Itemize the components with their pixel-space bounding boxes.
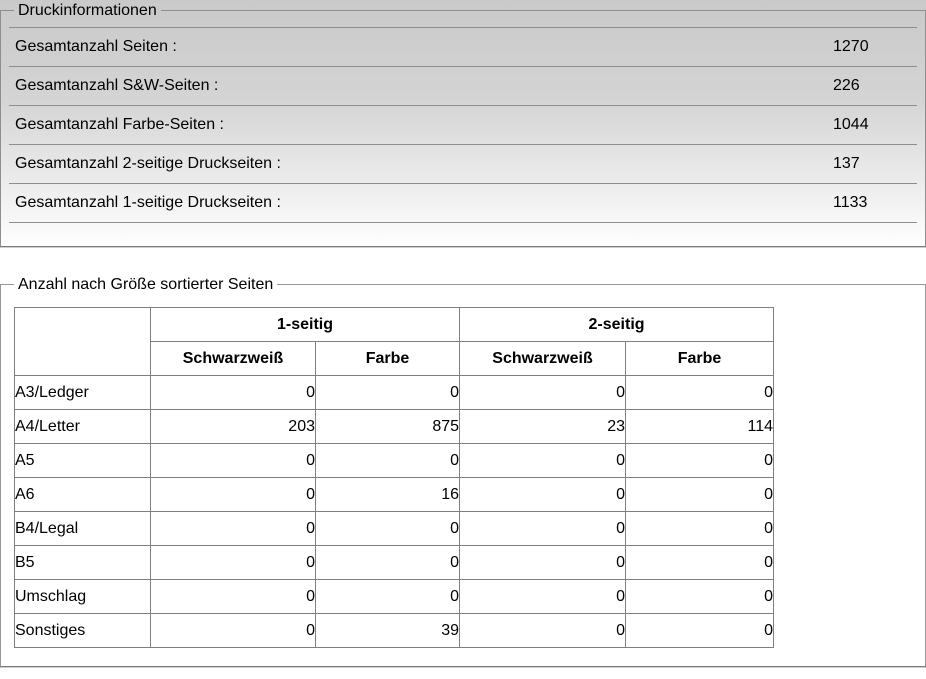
count-cell: 0 [314, 579, 461, 614]
size-count-fieldset: Anzahl nach Größe sortierter Seiten 1-se… [0, 274, 926, 668]
size-label: Sonstiges [14, 613, 151, 648]
count-cell: 0 [625, 375, 775, 410]
size-label: B5 [14, 545, 151, 580]
count-cell: 0 [459, 613, 627, 648]
size-label: A3/Ledger [14, 375, 151, 410]
subheader-2s-bw: Schwarzweiß [459, 341, 627, 376]
table-row-a6: A6 0 16 0 0 [14, 477, 775, 512]
table-row-b5: B5 0 0 0 0 [14, 545, 775, 580]
subheader-1s-bw: Schwarzweiß [150, 341, 316, 376]
count-cell: 0 [314, 545, 461, 580]
print-info-fieldset: Druckinformationen Gesamtanzahl Seiten :… [0, 0, 926, 248]
subheader-1s-color: Farbe [314, 341, 461, 376]
info-row-label: Gesamtanzahl Farbe-Seiten : [15, 116, 224, 133]
count-cell: 0 [150, 375, 316, 410]
table-row-umschlag: Umschlag 0 0 0 0 [14, 579, 775, 614]
print-info-rows: Gesamtanzahl Seiten : 1270 Gesamtanzahl … [9, 27, 917, 223]
page-size-table: 1-seitig 2-seitig Schwarzweiß Farbe Schw… [14, 307, 775, 648]
count-cell: 0 [459, 443, 627, 478]
info-row-value: 137 [833, 155, 860, 172]
count-cell: 0 [625, 613, 775, 648]
table-row-a4-letter: A4/Letter 203 875 23 114 [14, 409, 775, 444]
size-label: A6 [14, 477, 151, 512]
table-row-b4-legal: B4/Legal 0 0 0 0 [14, 511, 775, 546]
info-row-label: Gesamtanzahl 1-seitige Druckseiten : [15, 194, 281, 211]
info-row-bw-pages: Gesamtanzahl S&W-Seiten : 226 [9, 67, 917, 106]
count-cell: 0 [459, 375, 627, 410]
count-cell: 0 [459, 545, 627, 580]
count-cell: 0 [150, 545, 316, 580]
count-cell: 0 [625, 545, 775, 580]
info-row-value: 1044 [833, 116, 869, 133]
count-cell: 0 [314, 443, 461, 478]
count-cell: 16 [314, 477, 461, 512]
count-cell: 0 [625, 511, 775, 546]
size-count-legend: Anzahl nach Größe sortierter Seiten [18, 276, 274, 293]
info-row-simplex-pages: Gesamtanzahl 1-seitige Druckseiten : 113… [9, 184, 917, 223]
print-info-panel: Druckinformationen Gesamtanzahl Seiten :… [0, 0, 926, 248]
count-cell: 39 [314, 613, 461, 648]
table-header-group-row: 1-seitig 2-seitig [14, 307, 775, 376]
info-row-label: Gesamtanzahl S&W-Seiten : [15, 77, 219, 94]
info-row-duplex-pages: Gesamtanzahl 2-seitige Druckseiten : 137 [9, 145, 917, 184]
count-cell: 0 [150, 477, 316, 512]
column-group-2-seitig: 2-seitig [459, 307, 775, 342]
info-row-total-pages: Gesamtanzahl Seiten : 1270 [9, 28, 917, 67]
size-label: A5 [14, 443, 151, 478]
count-cell: 0 [459, 511, 627, 546]
size-label: A4/Letter [14, 409, 151, 444]
info-row-label: Gesamtanzahl 2-seitige Druckseiten : [15, 155, 281, 172]
info-row-label: Gesamtanzahl Seiten : [15, 38, 177, 55]
size-label: B4/Legal [14, 511, 151, 546]
table-row-sonstiges: Sonstiges 0 39 0 0 [14, 613, 775, 648]
count-cell: 0 [459, 579, 627, 614]
column-group-1-seitig: 1-seitig [149, 307, 461, 342]
info-row-value: 226 [833, 77, 860, 94]
count-cell: 0 [625, 579, 775, 614]
table-row-a3-ledger: A3/Ledger 0 0 0 0 [14, 375, 775, 410]
print-info-legend: Druckinformationen [18, 2, 157, 19]
table-row-a5: A5 0 0 0 0 [14, 443, 775, 478]
count-cell: 114 [625, 409, 775, 444]
count-cell: 875 [314, 409, 461, 444]
info-row-value: 1133 [833, 194, 868, 211]
count-cell: 0 [150, 443, 316, 478]
count-cell: 0 [625, 443, 775, 478]
count-cell: 23 [459, 409, 627, 444]
count-cell: 0 [314, 375, 461, 410]
size-count-section: Anzahl nach Größe sortierter Seiten 1-se… [0, 274, 926, 668]
count-cell: 0 [459, 477, 627, 512]
subheader-2s-color: Farbe [625, 341, 775, 376]
count-cell: 0 [150, 613, 316, 648]
count-cell: 0 [150, 511, 316, 546]
count-cell: 0 [150, 579, 316, 614]
corner-header-cell [14, 307, 151, 376]
table-subheader-row: Schwarzweiß Farbe Schwarzweiß Farbe [15, 341, 775, 376]
count-cell: 0 [314, 511, 461, 546]
count-cell: 203 [150, 409, 316, 444]
info-row-value: 1270 [833, 38, 869, 55]
count-cell: 0 [625, 477, 775, 512]
info-row-color-pages: Gesamtanzahl Farbe-Seiten : 1044 [9, 106, 917, 145]
size-label: Umschlag [14, 579, 151, 614]
